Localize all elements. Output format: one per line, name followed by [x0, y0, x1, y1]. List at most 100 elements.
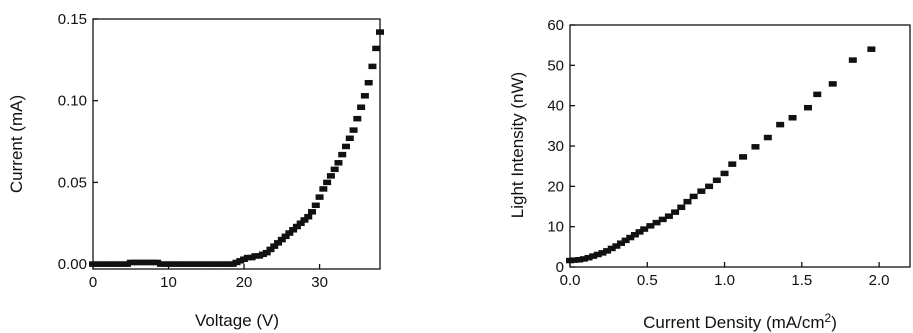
li-data-point [658, 216, 667, 223]
iv-data-point [345, 135, 354, 142]
li-y-tick-label: 30 [547, 138, 564, 155]
li-x-ticks: 0.0 0.5 1.0 1.5 2.0 [560, 262, 890, 289]
iv-data-point [364, 79, 373, 86]
li-data-point [635, 229, 644, 235]
li-x-tick-label: 0.0 [560, 272, 581, 289]
li-y-tick-label: 20 [547, 178, 564, 195]
iv-data-point [368, 63, 377, 70]
iv-y-tick-label: 0.00 [58, 256, 87, 273]
iv-data-point [300, 217, 309, 223]
li-data-point [697, 188, 706, 194]
li-data-point [848, 57, 857, 63]
li-y-tick-label: 50 [547, 57, 564, 74]
li-x-axis-title: Current Density (mA/cm2) [643, 311, 837, 332]
li-x-tick-label: 0.5 [637, 272, 658, 289]
iv-plot-frame [92, 18, 381, 270]
iv-data-point [342, 143, 351, 150]
li-y-tick-label: 40 [547, 98, 564, 115]
li-y-tick-label: 10 [547, 219, 564, 236]
iv-data-point [296, 220, 305, 226]
iv-data-point [338, 151, 347, 158]
iv-data-point [285, 230, 294, 236]
li-data-point [621, 237, 630, 244]
li-x-axis-title-end: ) [831, 313, 837, 332]
iv-data-point [292, 223, 301, 230]
li-data-point [804, 104, 812, 111]
li-data-point [751, 144, 760, 150]
li-data-point [728, 161, 737, 167]
li-data-point [630, 231, 639, 238]
li-x-tick-label: 1.0 [714, 272, 735, 289]
li-data-point [705, 183, 714, 190]
iv-data-point [357, 104, 366, 110]
li-data-point [828, 81, 837, 87]
li-data-point [607, 245, 616, 252]
li-chart: 0.0 0.5 1.0 1.5 2.0 0 10 20 30 40 50 60 Current De… [508, 17, 911, 332]
iv-data-point [326, 173, 335, 179]
iv-data-point [270, 243, 279, 249]
iv-x-tick-label: 0 [89, 274, 97, 291]
li-data-point [671, 209, 680, 215]
li-data-point [763, 134, 772, 141]
li-data-point [640, 226, 649, 232]
iv-data-point [277, 236, 286, 243]
li-data-point [617, 240, 625, 246]
li-x-tick-label: 1.5 [791, 272, 812, 289]
iv-x-tick-label: 10 [160, 274, 177, 291]
iv-data-point [319, 186, 328, 192]
iv-x-tick-label: 30 [311, 274, 328, 291]
iv-data-point [281, 233, 290, 240]
li-y-axis-title: Light Intensity (nW) [508, 72, 527, 218]
li-data-point [626, 234, 635, 241]
iv-data-point [353, 115, 362, 122]
iv-data-point [349, 127, 358, 133]
iv-y-tick-label: 0.05 [58, 174, 87, 191]
li-y-ticks: 0 10 20 30 40 50 60 [547, 17, 575, 276]
li-data-point [683, 198, 692, 205]
iv-y-ticks: 0.00 0.05 0.10 0.15 [58, 11, 98, 273]
iv-data-point [330, 166, 339, 173]
iv-data-point [266, 246, 275, 253]
iv-data-points [89, 29, 384, 267]
li-x-axis-title-main: Current Density (mA/cm [643, 313, 824, 332]
li-data-point [776, 121, 785, 128]
li-data-point [575, 256, 584, 263]
li-data-point [593, 251, 602, 258]
li-data-points [566, 46, 876, 264]
iv-chart: 0 10 20 30 0.00 0.05 0.10 0.15 Voltage (V) Cur… [7, 11, 384, 330]
iv-data-point [323, 179, 332, 186]
iv-data-point [334, 160, 343, 166]
li-data-point [788, 115, 797, 121]
li-data-point [867, 46, 876, 52]
iv-data-point [274, 240, 283, 246]
li-data-point [677, 204, 686, 211]
li-data-point [579, 256, 588, 262]
iv-y-tick-label: 0.10 [58, 93, 87, 110]
li-y-tick-label: 60 [547, 17, 564, 34]
iv-data-point [289, 227, 298, 233]
li-plot-frame [569, 24, 911, 268]
li-data-point [612, 243, 621, 249]
li-y-tick-label: 0 [556, 259, 564, 276]
iv-x-ticks: 0 10 20 30 [89, 264, 328, 291]
li-data-point [603, 248, 612, 254]
li-data-point [689, 193, 698, 200]
li-data-point [712, 177, 721, 184]
iv-y-axis-title: Current (mA) [7, 95, 26, 193]
li-data-point [739, 154, 748, 160]
iv-data-point [304, 213, 313, 220]
li-data-point [598, 250, 607, 256]
li-data-point [566, 257, 574, 264]
li-data-point [570, 257, 579, 263]
iv-data-point [262, 249, 271, 256]
iv-data-point [311, 202, 320, 209]
iv-data-point [360, 93, 369, 99]
li-data-point [589, 253, 598, 259]
li-data-point [646, 223, 655, 229]
iv-y-tick-label: 0.15 [58, 11, 87, 28]
li-data-point [652, 219, 661, 226]
iv-data-point [308, 209, 317, 215]
li-data-point [813, 91, 822, 98]
li-data-point [584, 254, 593, 261]
iv-data-point [376, 29, 384, 35]
